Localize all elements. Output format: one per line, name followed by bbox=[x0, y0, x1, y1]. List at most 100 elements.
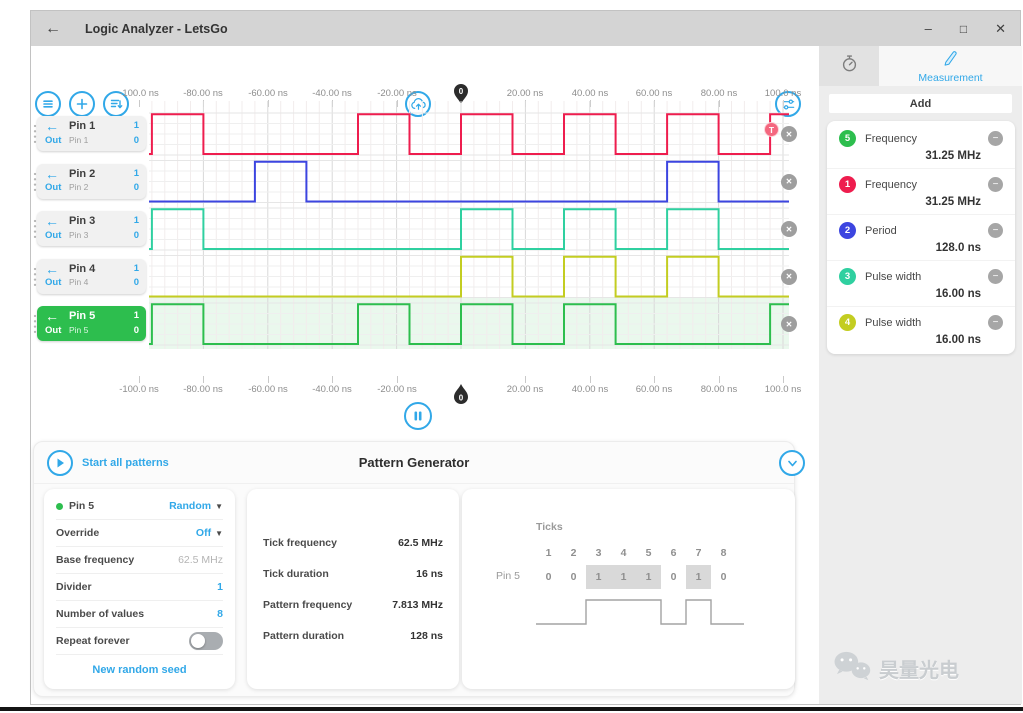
time-tick-mark bbox=[783, 376, 784, 383]
channel-direction-arrow-icon: ← bbox=[45, 213, 59, 229]
channel-close-button[interactable]: ✕ bbox=[781, 173, 797, 190]
pause-button[interactable] bbox=[404, 402, 432, 430]
measurement-item: 2 Period − 128.0 ns bbox=[827, 215, 1015, 261]
setting-label: Repeat forever bbox=[56, 635, 130, 647]
remove-measurement-button[interactable]: − bbox=[988, 131, 1003, 146]
channel-close-button[interactable]: ✕ bbox=[781, 316, 797, 332]
time-tick-mark bbox=[139, 376, 140, 383]
add-measurement-button[interactable]: Add bbox=[829, 94, 1012, 113]
repeat-forever-toggle[interactable] bbox=[189, 632, 223, 650]
time-tick-label: 60.00 ns bbox=[635, 384, 673, 395]
channel-card-pin-1[interactable]: ← Pin 1 1 Out Pin 1 0 bbox=[37, 116, 146, 151]
start-all-patterns-label[interactable]: Start all patterns bbox=[82, 457, 169, 469]
remove-measurement-button[interactable]: − bbox=[988, 223, 1003, 238]
zero-marker-pin[interactable]: 0 bbox=[453, 383, 469, 405]
trigger-badge[interactable]: T bbox=[764, 122, 779, 137]
setting-value[interactable]: 1 bbox=[217, 581, 223, 593]
waveform-area: -100.0 ns -80.00 ns -60.00 ns -40.00 ns -20.… bbox=[31, 46, 819, 704]
channel-close-button[interactable]: ✕ bbox=[781, 268, 797, 285]
collapse-pattern-generator-button[interactable] bbox=[779, 450, 805, 476]
tick-value-cell[interactable]: 1 bbox=[611, 565, 636, 589]
tick-value-cell[interactable]: 0 bbox=[720, 571, 727, 583]
channel-close-button[interactable]: ✕ bbox=[781, 126, 797, 142]
remove-measurement-button[interactable]: − bbox=[988, 315, 1003, 330]
time-tick-label: 40.00 ns bbox=[571, 88, 609, 99]
pattern-mode-dropdown[interactable]: Random bbox=[169, 500, 212, 512]
measurement-item: 1 Frequency − 31.25 MHz bbox=[827, 169, 1015, 215]
tick-number: 4 bbox=[620, 547, 627, 559]
channel-direction: Out bbox=[45, 277, 62, 288]
svg-text:0: 0 bbox=[459, 87, 464, 96]
tick-number: 3 bbox=[595, 547, 602, 559]
tick-number: 5 bbox=[645, 547, 652, 559]
time-tick-label: 20.00 ns bbox=[506, 384, 544, 395]
channel-card-pin-4[interactable]: ← Pin 4 1 Out Pin 4 0 bbox=[37, 258, 146, 294]
setting-label: Divider bbox=[56, 581, 92, 593]
channel-card-pin-2[interactable]: ← Pin 2 1 Out Pin 2 0 bbox=[37, 163, 146, 199]
tick-value-cell[interactable]: 1 bbox=[586, 565, 611, 589]
channel-card-pin-5[interactable]: ← Pin 5 1 Out Pin 5 0 bbox=[37, 306, 146, 341]
cloud-upload-icon bbox=[410, 97, 427, 111]
pin-active-dot-icon bbox=[56, 502, 63, 510]
svg-text:0: 0 bbox=[459, 394, 464, 403]
plus-icon bbox=[75, 97, 89, 111]
time-tick-label: -60.00 ns bbox=[248, 384, 288, 395]
tab-measurement[interactable]: Measurement bbox=[879, 46, 1022, 86]
channel-badge: 5 bbox=[839, 130, 856, 147]
add-channel-button[interactable] bbox=[69, 91, 95, 117]
remove-measurement-button[interactable]: − bbox=[988, 269, 1003, 284]
channel-card-pin-3[interactable]: ← Pin 3 1 Out Pin 3 0 bbox=[37, 211, 146, 246]
channel-direction: Out bbox=[45, 134, 62, 146]
time-tick-label: -80.00 ns bbox=[183, 88, 223, 99]
menu-button[interactable] bbox=[35, 91, 61, 117]
time-tick-label: 20.00 ns bbox=[506, 88, 544, 99]
new-random-seed-link[interactable]: New random seed bbox=[92, 664, 187, 676]
menu-icon bbox=[41, 97, 55, 111]
time-tick-label: -100.0 ns bbox=[119, 88, 159, 99]
maximize-button[interactable]: □ bbox=[959, 21, 968, 36]
time-tick-mark bbox=[139, 100, 140, 107]
channel-direction-arrow-icon: ← bbox=[45, 118, 59, 134]
setting-value[interactable]: Off bbox=[195, 527, 212, 539]
titlebar: ← Logic Analyzer - LetsGo – □ ✕ bbox=[31, 11, 1020, 46]
stat-label: Tick duration bbox=[263, 568, 329, 580]
setting-value[interactable]: 8 bbox=[217, 608, 223, 620]
channel-high-label: 1 bbox=[133, 215, 139, 226]
channel-low-label: 0 bbox=[133, 134, 139, 146]
time-tick-label: -40.00 ns bbox=[312, 88, 352, 99]
close-window-button[interactable]: ✕ bbox=[995, 20, 1006, 36]
time-tick-label: 80.00 ns bbox=[700, 88, 738, 99]
tick-value-cell[interactable]: 0 bbox=[570, 571, 577, 583]
tab-timing[interactable] bbox=[819, 46, 879, 86]
zero-marker-pin[interactable]: 0 bbox=[453, 83, 469, 105]
tick-number: 2 bbox=[570, 547, 577, 559]
time-tick-mark bbox=[590, 100, 591, 107]
measurement-label: Pulse width bbox=[865, 270, 922, 283]
time-tick-mark bbox=[397, 376, 398, 383]
channel-badge: 2 bbox=[839, 222, 856, 239]
channel-badge: 1 bbox=[839, 176, 856, 193]
stopwatch-icon bbox=[840, 54, 859, 78]
channel-low-label: 0 bbox=[133, 182, 139, 193]
app-window: ← Logic Analyzer - LetsGo – □ ✕ bbox=[30, 10, 1022, 705]
pattern-generator-header: Start all patterns Pattern Generator bbox=[34, 442, 805, 484]
tick-value-cell[interactable]: 1 bbox=[686, 565, 711, 589]
channel-direction: Out bbox=[45, 324, 62, 336]
start-all-patterns-button[interactable] bbox=[47, 450, 73, 476]
stat-row: Tick frequency 62.5 MHz bbox=[263, 537, 443, 549]
channel-direction: Out bbox=[45, 182, 62, 193]
remove-measurement-button[interactable]: − bbox=[988, 177, 1003, 192]
stat-value: 128 ns bbox=[410, 630, 443, 642]
tick-value-cell[interactable]: 0 bbox=[545, 571, 552, 583]
time-tick-label: -60.00 ns bbox=[248, 88, 288, 99]
minimize-button[interactable]: – bbox=[924, 21, 932, 36]
tick-value-cell[interactable]: 1 bbox=[636, 565, 661, 589]
time-tick-label: 60.00 ns bbox=[635, 88, 673, 99]
channel-close-button[interactable]: ✕ bbox=[781, 221, 797, 237]
tick-value-cell[interactable]: 0 bbox=[670, 571, 677, 583]
back-button[interactable]: ← bbox=[45, 19, 61, 37]
time-tick-label: 100.0 ns bbox=[764, 88, 802, 99]
channel-direction-arrow-icon: ← bbox=[45, 165, 59, 182]
channel-subtitle: Pin 3 bbox=[69, 229, 89, 240]
sort-channels-button[interactable] bbox=[103, 91, 129, 117]
